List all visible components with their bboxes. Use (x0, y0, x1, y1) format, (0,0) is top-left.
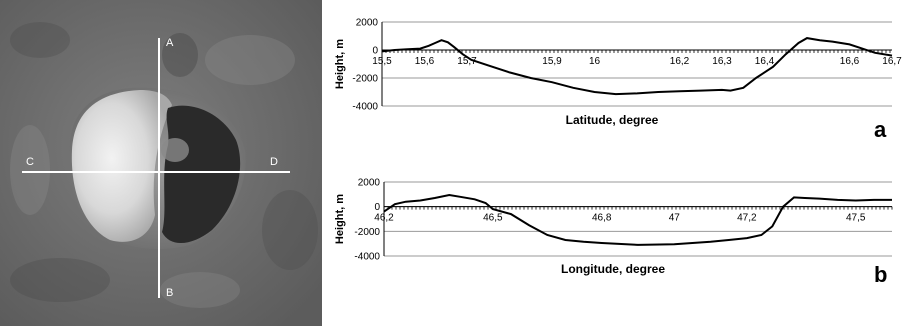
xtick-label: 16,6 (840, 56, 860, 67)
xtick-label: 46,2 (374, 213, 394, 224)
label-a: A (166, 37, 174, 49)
xtick-label: 16 (589, 56, 601, 67)
chart-b-xtick-labels: 46,2 46,5 46,8 47 47,2 47,5 (374, 213, 866, 224)
xtick-label: 46,5 (483, 213, 503, 224)
xtick-label: 15,9 (542, 56, 562, 67)
chart-a-xlabel: Latitude, degree (566, 113, 659, 127)
crater-photo: A B C D (0, 0, 322, 326)
xtick-label: 16,7 (882, 56, 902, 67)
chart-b-ylabel: Height, m (334, 194, 346, 244)
ytick-label: -4000 (354, 252, 380, 263)
chart-b-axis (383, 182, 893, 256)
xtick-label: 15,5 (372, 56, 392, 67)
ytick-label: -2000 (352, 74, 378, 85)
label-c: C (26, 156, 34, 168)
ytick-label: 2000 (356, 18, 379, 29)
xtick-label: 46,8 (592, 213, 612, 224)
ytick-label: -4000 (352, 102, 378, 113)
xtick-label: 15,7 (457, 56, 477, 67)
chart-b-xlabel: Longitude, degree (561, 262, 665, 276)
chart-b-series-line (383, 193, 892, 246)
chart-a-ylabel: Height, m (334, 39, 346, 89)
panel-label-a: a (874, 117, 887, 142)
ytick-label: 0 (374, 202, 380, 213)
ytick-label: 2000 (358, 178, 381, 189)
surface-texture (10, 22, 318, 308)
chart-a-axis (381, 22, 892, 106)
xtick-label: 16,2 (670, 56, 690, 67)
ytick-label: 0 (372, 46, 378, 57)
label-b: B (166, 287, 173, 299)
xtick-label: 47,5 (846, 213, 866, 224)
xtick-label: 47 (669, 213, 681, 224)
chart-a-series-line (381, 37, 893, 96)
chart-b-ytick-labels: 2000 0 -2000 -4000 (354, 178, 380, 263)
chart-a: 2000 0 -2000 -4000 15,5 15,6 15,7 15,9 16 16,2 16… (334, 18, 902, 143)
ytick-label: -2000 (354, 227, 380, 238)
xtick-label: 16,4 (755, 56, 775, 67)
chart-a-xtick-labels: 15,5 15,6 15,7 15,9 16 16,2 16,3 16,4 16,6 16,7 (372, 56, 902, 67)
chart-b: 2000 0 -2000 -4000 46,2 46,5 46,8 47 47,2 47,5 H… (334, 178, 893, 287)
central-peak (161, 138, 189, 162)
panel-label-b: b (874, 262, 887, 287)
xtick-label: 47,2 (737, 213, 757, 224)
crater-lit-wall (71, 90, 172, 242)
label-d: D (270, 156, 278, 168)
xtick-label: 16,3 (712, 56, 732, 67)
xtick-label: 15,6 (415, 56, 435, 67)
chart-a-ytick-labels: 2000 0 -2000 -4000 (352, 18, 378, 113)
